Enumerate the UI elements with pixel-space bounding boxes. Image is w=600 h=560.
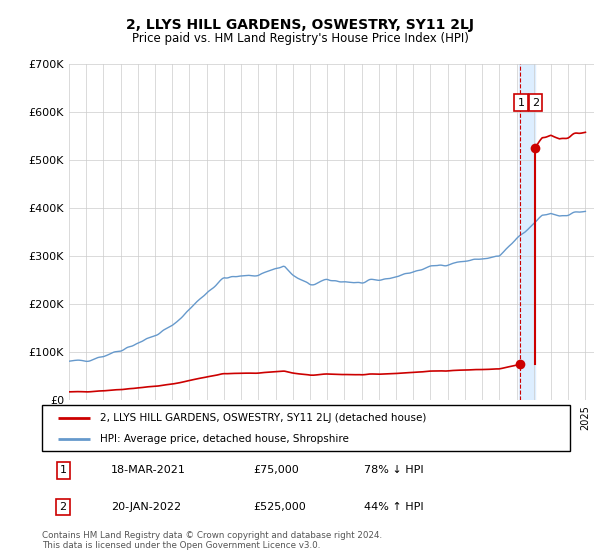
Text: 2: 2 xyxy=(59,502,67,512)
Text: 2, LLYS HILL GARDENS, OSWESTRY, SY11 2LJ: 2, LLYS HILL GARDENS, OSWESTRY, SY11 2LJ xyxy=(126,18,474,32)
Text: 2, LLYS HILL GARDENS, OSWESTRY, SY11 2LJ (detached house): 2, LLYS HILL GARDENS, OSWESTRY, SY11 2LJ… xyxy=(100,413,427,423)
Text: £525,000: £525,000 xyxy=(253,502,306,512)
Text: 20-JAN-2022: 20-JAN-2022 xyxy=(110,502,181,512)
Text: HPI: Average price, detached house, Shropshire: HPI: Average price, detached house, Shro… xyxy=(100,435,349,444)
Text: Price paid vs. HM Land Registry's House Price Index (HPI): Price paid vs. HM Land Registry's House … xyxy=(131,32,469,45)
Text: 78% ↓ HPI: 78% ↓ HPI xyxy=(364,465,424,475)
Text: £75,000: £75,000 xyxy=(253,465,299,475)
Text: 18-MAR-2021: 18-MAR-2021 xyxy=(110,465,185,475)
Bar xyxy=(519,64,535,400)
Text: 1: 1 xyxy=(59,465,67,475)
Text: 2: 2 xyxy=(532,98,539,108)
Text: 1: 1 xyxy=(517,98,524,108)
Text: Contains HM Land Registry data © Crown copyright and database right 2024.
This d: Contains HM Land Registry data © Crown c… xyxy=(42,531,382,550)
Text: 44% ↑ HPI: 44% ↑ HPI xyxy=(364,502,424,512)
